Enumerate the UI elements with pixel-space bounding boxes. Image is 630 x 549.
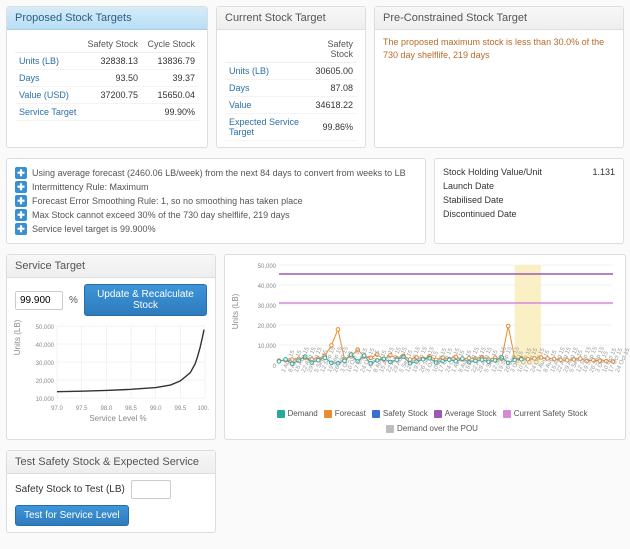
svg-text:98.5: 98.5 (125, 406, 137, 412)
svc-chart-ylabel: Units (LB) (13, 319, 22, 355)
svg-text:10,000: 10,000 (258, 344, 277, 350)
current-target-table: Safety Stock Units (LB)30605.00 Days87.0… (225, 36, 357, 141)
cell: 13836.79 (142, 53, 199, 70)
svg-text:97.5: 97.5 (76, 406, 88, 412)
cell: 32838.13 (82, 53, 142, 70)
meta-key: Stock Holding Value/Unit (443, 167, 542, 177)
service-target-header: Service Target (7, 255, 215, 278)
preconstrained-header: Pre-Constrained Stock Target (375, 7, 623, 30)
svg-text:0: 0 (273, 364, 277, 370)
legend-label: Average Stock (445, 409, 497, 418)
cell: 37200.75 (82, 87, 142, 104)
info-text: Service level target is 99.900% (32, 224, 156, 234)
svg-text:30,000: 30,000 (258, 304, 277, 310)
info-lines-block: ✚ Using average forecast (2460.06 LB/week… (7, 159, 425, 243)
svg-text:40,000: 40,000 (258, 284, 277, 290)
svg-text:100.0: 100.0 (197, 406, 209, 412)
cell: 15650.04 (142, 87, 199, 104)
cell: 99.86% (304, 114, 357, 141)
big-chart-legend: Demand Forecast Safety Stock Average Stock C… (247, 409, 617, 433)
info-text: Forecast Error Smoothing Rule: 1, so no … (32, 196, 303, 206)
row-units-lbl: Units (LB) (15, 53, 82, 70)
info-icon: ✚ (15, 167, 27, 179)
info-text: Max Stock cannot exceed 30% of the 730 d… (32, 210, 290, 220)
service-target-chart: 10,000 20,000 30,000 40,000 50,000 97.0 97.5 98… (29, 322, 209, 412)
info-icon: ✚ (15, 195, 27, 207)
cell: 99.90% (82, 104, 199, 121)
svg-text:50,000: 50,000 (258, 264, 277, 270)
svg-text:50,000: 50,000 (36, 325, 55, 331)
legend-label: Safety Stock (383, 409, 428, 418)
test-panel-header: Test Safety Stock & Expected Service (7, 451, 215, 474)
svg-text:98.0: 98.0 (100, 406, 112, 412)
svc-chart-xlabel: Service Level % (29, 414, 207, 423)
svg-text:20,000: 20,000 (258, 324, 277, 330)
col-safety: Safety Stock (304, 36, 357, 63)
svg-text:99.5: 99.5 (174, 406, 186, 412)
info-icon: ✚ (15, 181, 27, 193)
col-safety: Safety Stock (82, 36, 142, 53)
cell: 87.08 (304, 80, 357, 97)
svg-text:40,000: 40,000 (36, 343, 55, 349)
proposed-targets-header: Proposed Stock Targets (7, 7, 207, 30)
legend-label: Demand over the POU (397, 424, 478, 433)
cell: 30605.00 (304, 63, 357, 80)
update-recalc-button[interactable]: Update & Recalculate Stock (84, 284, 207, 316)
cell: 34618.22 (304, 97, 357, 114)
big-chart-xticks: 1 Aug 158 Aug 1515 Aug 1522 Aug 1529 Aug… (247, 371, 617, 405)
service-target-input[interactable] (15, 291, 63, 310)
cell: 93.50 (82, 70, 142, 87)
pct-label: % (69, 295, 78, 306)
cell: Value (225, 97, 304, 114)
svg-text:10,000: 10,000 (36, 397, 55, 403)
svg-text:97.0: 97.0 (51, 406, 63, 412)
cell: 39.37 (142, 70, 199, 87)
cell: Days (225, 80, 304, 97)
meta-key: Launch Date (443, 181, 494, 191)
svg-text:20,000: 20,000 (36, 379, 55, 385)
info-icon: ✚ (15, 209, 27, 221)
row-svc-lbl: Service Target (15, 104, 82, 121)
test-input-label: Safety Stock to Test (LB) (15, 484, 125, 495)
preconstrained-warning: The proposed maximum stock is less than … (383, 36, 615, 61)
current-target-header: Current Stock Target (217, 7, 365, 30)
row-value-lbl: Value (USD) (15, 87, 82, 104)
svg-text:30,000: 30,000 (36, 361, 55, 367)
meta-key: Discontinued Date (443, 209, 517, 219)
col-blank (15, 36, 82, 53)
info-text: Intermittency Rule: Maximum (32, 182, 149, 192)
meta-val: 1.131 (592, 167, 615, 177)
legend-label: Current Safety Stock (514, 409, 588, 418)
big-chart-ylabel: Units (LB) (231, 294, 240, 330)
proposed-targets-table: Safety Stock Cycle Stock Units (LB)32838… (15, 36, 199, 121)
meta-key: Stabilised Date (443, 195, 504, 205)
info-text: Using average forecast (2460.06 LB/week)… (32, 168, 406, 178)
cell: Units (LB) (225, 63, 304, 80)
meta-block: Stock Holding Value/Unit 1.131 Launch Date… (435, 159, 623, 227)
cell: Expected Service Target (225, 114, 304, 141)
svg-text:99.0: 99.0 (150, 406, 162, 412)
col-cycle: Cycle Stock (142, 36, 199, 53)
legend-label: Forecast (335, 409, 366, 418)
test-service-level-button[interactable]: Test for Service Level (15, 505, 129, 526)
safety-stock-test-input[interactable] (131, 480, 171, 499)
row-days-lbl: Days (15, 70, 82, 87)
info-icon: ✚ (15, 223, 27, 235)
legend-label: Demand (288, 409, 318, 418)
